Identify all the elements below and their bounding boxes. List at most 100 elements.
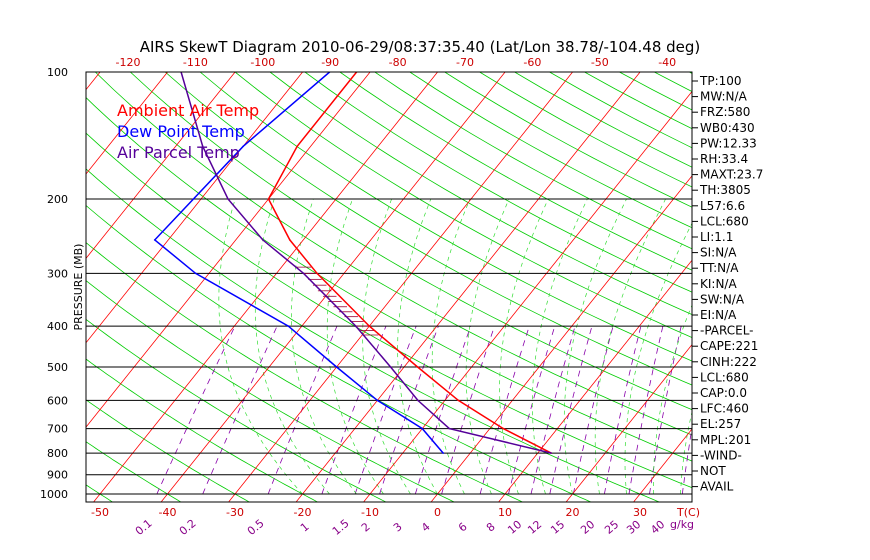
series-point [194,272,197,275]
mixing-ratio-tick-labels: 0.1 0.2 0.5 1 1.5 2 3 4 6 8 10 12 15 20 25 30 40 [133,517,667,538]
series-point [154,239,156,241]
dry-adiabat-line [0,53,46,503]
isotherm-line [363,90,692,502]
top-temperature-tick-labels: -120 -110 -100 -90 -80 -70 -60 -50 -40 [116,56,677,69]
series-point [287,325,290,327]
moist-adiabat-line [653,304,692,495]
mixing-ratio-tick-label: 1 [298,520,312,534]
moist-adiabat-line [431,198,471,495]
bottom-temp-tick-label: -20 [294,506,312,519]
series-point [227,198,229,200]
series-point [267,198,270,200]
mixing-ratio-line [530,325,576,495]
dry-adiabat-line [374,72,692,250]
chart-title: AIRS SkewT Diagram 2010-06-29/08:37:35.4… [140,38,701,56]
series-point [550,452,552,454]
pressure-tick-label: 200 [47,193,68,206]
isotherm-line [228,72,574,502]
isotherm-line [86,72,304,344]
index-label: CAP:0.0 [700,386,747,400]
dry-adiabat-line [199,72,692,362]
index-label: EL:257 [700,417,741,431]
dry-adiabat-line [234,72,692,338]
dry-adiabat-line [86,441,182,502]
pressure-tick-label: 600 [47,394,68,407]
series-point [242,145,244,148]
legend: Ambient Air Temp Dew Point Temp Air Parcel… [117,101,259,162]
pressure-tick-label: 900 [47,469,68,482]
series-point [421,427,424,430]
series-point [448,427,451,430]
index-label: -WIND- [700,448,742,462]
index-label: AVAIL [700,480,734,494]
index-label: SI:N/A [700,246,737,260]
isotherm-line [93,72,439,502]
moist-adiabat-line [680,410,692,495]
mixing-unit-label: g/kg [670,518,694,531]
series-point [389,366,392,368]
mixing-ratio-tick-label: 0.2 [177,517,199,538]
dry-adiabat-line [304,72,692,293]
mixing-ratio-tick-label: 0.1 [133,517,155,538]
top-temp-tick-label: -60 [523,56,541,69]
moist-adiabat-line [531,198,588,495]
series-point [316,272,318,275]
series-point [442,452,445,454]
dry-adiabat-line [86,97,692,462]
series-point [416,366,419,368]
pressure-tick-labels: 100 200 300 400 500 600 700 800 900 1000 [40,66,68,501]
bottom-temp-tick-label: -50 [91,506,109,519]
series-point [355,325,357,327]
dry-adiabat-line [443,72,692,208]
pressure-tick-label: 700 [47,423,68,436]
moist-adiabat-line [624,222,692,495]
index-label: L57:6.6 [700,199,745,213]
top-temp-tick-label: -50 [591,56,609,69]
legend-entry: Air Parcel Temp [117,143,240,162]
index-label: TT:N/A [699,261,739,275]
top-temp-tick-label: -40 [658,56,676,69]
series-point [201,145,204,148]
dry-adiabat-line [86,132,692,489]
mixing-ratio-tick-label: 2 [359,520,373,534]
series-point [302,272,305,275]
pressure-tick-label: 800 [47,447,68,460]
dry-adiabat-line [86,204,593,502]
index-label: WB0:430 [700,121,755,135]
isotherm-line [498,259,692,502]
mixing-ratio-tick-label: 3 [391,520,405,534]
mixing-ratio-tick-label: 0.5 [245,517,267,538]
index-label: MAXT:23.7 [700,168,763,182]
index-label: -PARCEL- [700,324,754,338]
index-label: NOT [700,464,726,478]
pressure-tick-label: 1000 [40,488,68,501]
top-temp-tick-label: -110 [183,56,208,69]
mixing-ratio-tick-label: 4 [419,520,433,534]
isotherm-line [86,72,169,175]
dry-adiabat-line [269,72,692,316]
dry-adiabat-line [86,399,251,502]
mixing-ratio-line [414,325,472,495]
series-point [368,325,371,327]
series-point [296,145,299,148]
mixing-ratio-tick-label: 25 [602,518,621,537]
dry-adiabat-line [86,318,387,502]
index-label: LCL:680 [700,214,749,228]
legend-entry: Dew Point Temp [117,122,245,141]
bottom-temp-tick-label: -10 [361,506,379,519]
index-label: CINH:222 [700,355,757,369]
top-temp-tick-label: -120 [116,56,141,69]
isotherm-line [430,175,692,502]
mixing-ratio-tick-label: 12 [525,518,544,537]
series-point [289,239,291,241]
dry-adiabat-line [86,280,456,502]
index-label: MPL:201 [700,433,751,447]
series-point [262,239,264,241]
isotherm-line [0,53,48,503]
top-temp-tick-label: -100 [250,56,275,69]
mixing-ratio-tick-label: 30 [624,518,643,537]
pressure-tick-label: 400 [47,320,68,333]
index-label: KI:N/A [700,277,737,291]
moist-adiabat-line [254,198,330,495]
